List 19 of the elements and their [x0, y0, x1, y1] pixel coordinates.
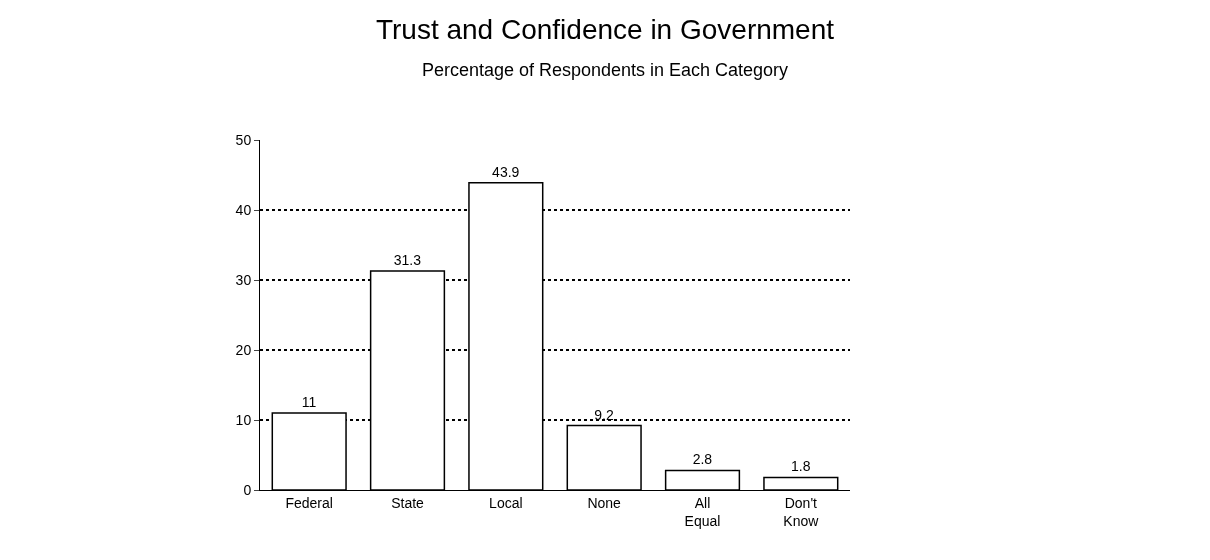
x-tick-label: None [587, 494, 622, 511]
y-tick-label: 40 [235, 201, 252, 218]
data-label: 31.3 [393, 251, 422, 268]
x-tick-label: All Equal [684, 494, 721, 529]
chart-title: Trust and Confidence in Government [375, 14, 835, 46]
y-tick-label: 50 [235, 131, 252, 148]
y-tick-label: 0 [243, 481, 252, 498]
y-tick-label: 30 [235, 271, 252, 288]
x-tick-label: Federal [285, 494, 333, 511]
data-label: 2.8 [692, 451, 713, 468]
x-tick-label: Local [489, 494, 523, 511]
y-tick-label: 10 [235, 411, 252, 428]
data-label: 11 [301, 394, 317, 410]
data-label: 43.9 [492, 163, 520, 180]
y-tick-label: 20 [235, 341, 252, 358]
data-label: 1.8 [791, 458, 811, 475]
x-tick-label: State [391, 494, 425, 511]
x-tick-label: Don't Know [783, 494, 820, 529]
chart-subtitle: Percentage of Respondents in Each Category [421, 59, 789, 80]
